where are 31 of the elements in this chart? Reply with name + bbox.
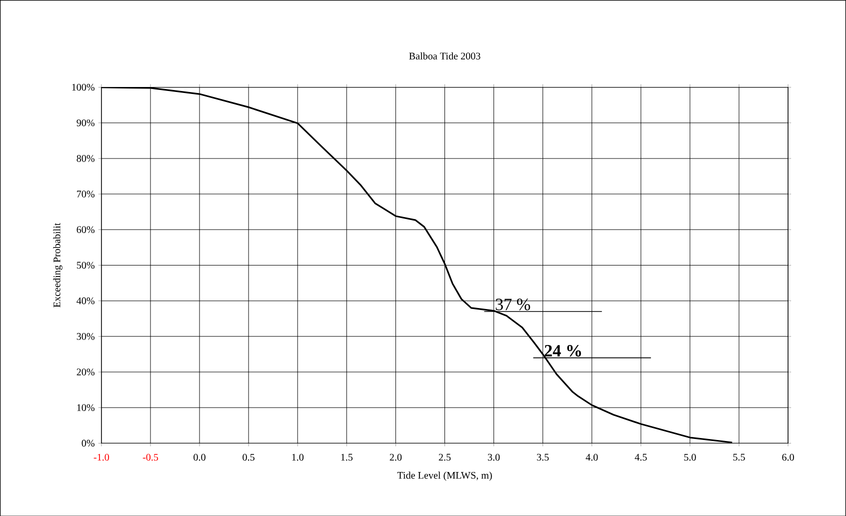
x-tick-label: 2.5: [438, 454, 451, 461]
x-tick-label: 4.5: [634, 454, 647, 460]
y-tick-label: 10%: [77, 404, 95, 411]
x-tick-label: 6.0: [782, 454, 794, 461]
x-tick-label: -0.5: [142, 454, 158, 461]
y-tick-label: 40%: [76, 297, 95, 304]
y-tick-label: 100%: [72, 84, 95, 91]
x-tick-label: 2.0: [390, 454, 402, 461]
x-tick-label: 3.0: [488, 454, 500, 461]
y-tick-label: 50%: [76, 262, 95, 268]
chart-title: Balboa Tide 2003: [409, 52, 480, 60]
x-tick-label: 0.5: [242, 454, 254, 461]
x-tick-label: 5.5: [733, 454, 745, 460]
x-axis-title: Tide Level (MLWS, m): [397, 471, 492, 481]
annotation: 37 %: [496, 298, 530, 310]
x-tick-label: 1.0: [292, 454, 304, 461]
y-tick-label: 90%: [76, 119, 95, 126]
y-tick-label: 20%: [76, 368, 95, 376]
x-tick-label: 3.5: [537, 454, 549, 461]
x-tick-label: 1.5: [341, 454, 353, 460]
y-tick-label: 0%: [82, 440, 95, 446]
y-tick-label: 80%: [76, 154, 95, 162]
x-tick-label: 4.0: [586, 454, 598, 461]
y-tick-label: 60%: [76, 226, 95, 233]
y-tick-label: 30%: [76, 332, 95, 340]
x-tick-label: 0.0: [194, 454, 206, 461]
y-tick-label: 70%: [77, 190, 95, 198]
y-axis-title: Exceeding Probabilit: [53, 222, 62, 308]
x-tick-label: -1.0: [94, 454, 110, 461]
x-tick-label: 5.0: [684, 454, 696, 461]
annotation: 24 %: [544, 344, 581, 356]
